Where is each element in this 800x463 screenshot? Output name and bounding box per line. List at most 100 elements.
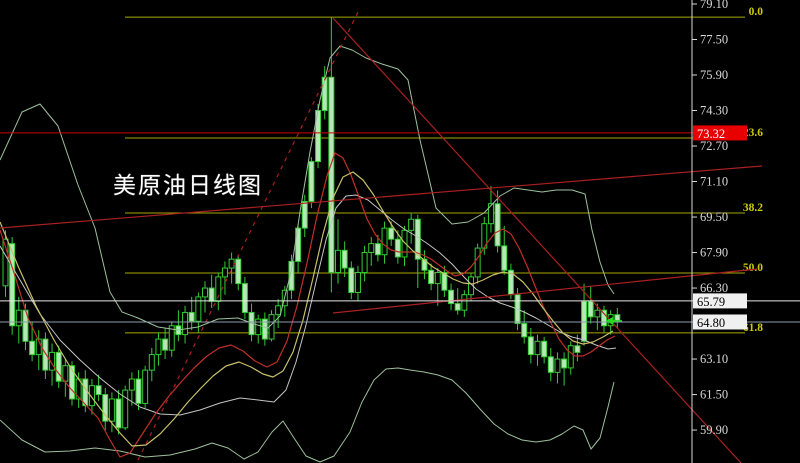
candle-body (15, 309, 22, 327)
candle-body (235, 258, 242, 285)
candle-body (494, 203, 501, 247)
candle-body (108, 398, 115, 422)
candle-body (321, 76, 328, 112)
candle-body (361, 252, 368, 273)
candle-body (49, 351, 56, 371)
candle-body (381, 227, 388, 256)
ma-slow-yellow-line (0, 171, 614, 447)
candle-body (448, 289, 455, 305)
candle-body (454, 303, 461, 311)
price-box-65.79 (693, 293, 747, 309)
candle-body (102, 394, 109, 422)
candle-body (547, 356, 554, 373)
price-box-64.80 (693, 314, 747, 330)
candle-body (195, 296, 202, 322)
boll-upper-line (0, 45, 615, 331)
y-axis-label: 74.30 (700, 104, 728, 118)
trendline-ascending-dashed (137, 7, 361, 461)
candle-body (527, 336, 534, 356)
last-price-arrow-icon (606, 316, 613, 325)
candle-body (148, 354, 155, 371)
candle-body (428, 269, 435, 285)
candle-body (42, 338, 49, 371)
candle-body (275, 305, 282, 316)
price-box-label: 64.80 (697, 316, 725, 330)
candle-body (487, 203, 494, 225)
trendline-ascending-channel-lower (332, 268, 758, 314)
fib-label-61.8: 61.8 (743, 322, 763, 334)
trendline-ascending-channel-upper (0, 165, 763, 229)
candle-body (308, 161, 315, 202)
candle-body (288, 260, 295, 291)
boll-middle-line (0, 194, 617, 416)
y-axis-label: 71.10 (700, 175, 728, 189)
price-box-label: 73.32 (697, 127, 725, 141)
candle-body (581, 300, 588, 342)
candle-body (95, 385, 102, 396)
candle-body (202, 287, 208, 298)
candle-body (335, 249, 341, 273)
candle-body (128, 378, 135, 391)
candle-body (594, 309, 601, 318)
y-axis-label: 77.50 (700, 33, 728, 47)
candle-body (115, 398, 122, 429)
y-axis-label: 75.90 (700, 68, 728, 82)
candle-body (241, 283, 248, 313)
candle-body (88, 385, 95, 407)
candle-body (122, 389, 129, 429)
fib-label-23.6: 23.6 (743, 127, 763, 139)
candle-body (328, 76, 335, 273)
candle-body (354, 271, 361, 293)
candle-body (301, 200, 308, 229)
y-axis-label: 63.10 (700, 352, 728, 366)
candle-body (29, 340, 36, 356)
candle-body (162, 338, 169, 351)
y-axis-label: 79.10 (700, 0, 728, 11)
chart-title: 美原油日线图 (113, 172, 263, 198)
price-box-73.32 (693, 125, 747, 141)
y-axis-label: 59.90 (700, 423, 728, 437)
candle-body (388, 227, 395, 240)
candle-body (401, 229, 408, 258)
candle-body (574, 345, 581, 353)
y-axis-label: 67.90 (700, 246, 728, 260)
candle-body (474, 247, 481, 278)
candle-body (228, 258, 235, 269)
candle-body (421, 258, 428, 271)
candle-body (261, 318, 268, 340)
candle-body (155, 338, 162, 356)
y-axis-label: 72.70 (700, 139, 728, 153)
candle-body (2, 238, 9, 287)
candle-body (587, 300, 594, 318)
candle-body (221, 267, 228, 278)
trendline-descending-from-high (332, 17, 742, 463)
fib-label-0.0: 0.0 (749, 6, 764, 18)
candle-body (188, 311, 195, 322)
candle-body (601, 309, 607, 327)
y-axis-label: 66.30 (700, 281, 728, 295)
candle-body (441, 271, 448, 291)
candle-body (521, 323, 528, 338)
candle-body (295, 227, 302, 262)
candle-body (534, 340, 541, 356)
candle-body (348, 267, 355, 293)
candle-body (341, 249, 348, 269)
candle-body (255, 318, 262, 336)
candle-body (561, 358, 568, 369)
candle-body (408, 218, 415, 231)
boll-lower-line (0, 367, 615, 463)
candle-body (541, 340, 548, 358)
candle-body (55, 351, 62, 382)
candle-body (69, 365, 75, 400)
fib-label-50.0: 50.0 (743, 262, 763, 274)
candle-body (374, 243, 381, 256)
candle-body (208, 287, 215, 302)
candle-body (461, 294, 468, 311)
candle-body (9, 243, 16, 327)
y-axis-label: 69.50 (700, 210, 728, 224)
candle-body (182, 311, 189, 336)
candle-body (567, 345, 574, 369)
candle-body (142, 369, 149, 404)
